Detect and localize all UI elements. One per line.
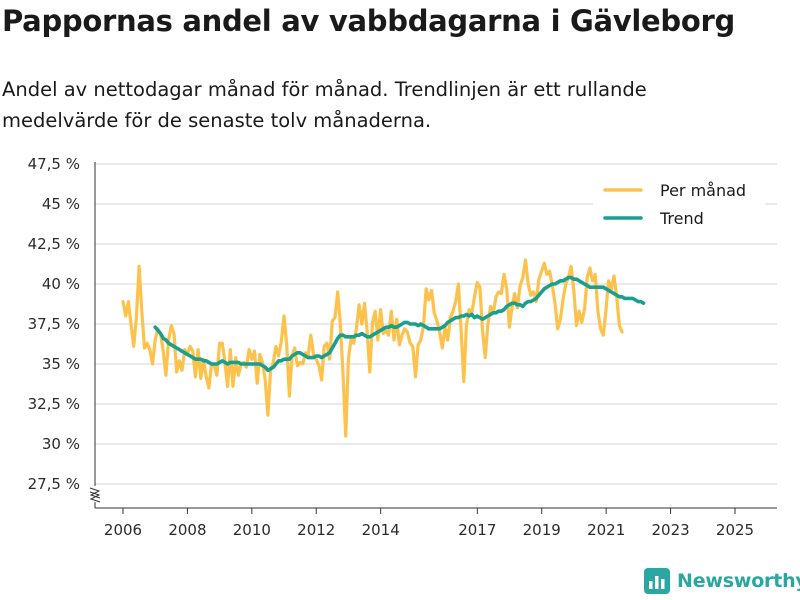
x-tick-label: 2006 (104, 521, 142, 539)
y-tick-label: 37,5 % (28, 315, 80, 333)
y-tick-label: 40 % (42, 275, 80, 293)
x-axis: 2006 2008 2010 2012 2014 2017 2019 2021 2023 2025 (95, 507, 777, 539)
legend-background (593, 174, 765, 236)
y-tick-label: 47,5 % (28, 155, 80, 173)
x-tick-label: 2019 (523, 521, 561, 539)
axis-break-icon (89, 491, 101, 503)
x-tick-label: 2023 (651, 521, 689, 539)
y-tick-label: 42,5 % (28, 235, 80, 253)
x-tick-label: 2012 (297, 521, 335, 539)
chart-subtitle: Andel av nettodagar månad för månad. Tre… (2, 78, 647, 132)
brand-name: Newsworthy (677, 570, 800, 592)
line-chart: 27,5 % 30 % 32,5 % 35 % 37,5 % 40 % 42,5 % 45 %… (28, 155, 777, 539)
brand-logo: Newsworthy (644, 568, 800, 594)
chart-legend: Per månad Trend (593, 174, 765, 236)
x-tick-label: 2021 (587, 521, 625, 539)
monthly-series-line (121, 258, 624, 438)
x-tick-label: 2017 (458, 521, 496, 539)
chart-title: Pappornas andel av vabbdagarna i Gävlebo… (2, 4, 735, 38)
trend-series-line (153, 275, 646, 373)
x-tick-label: 2008 (168, 521, 206, 539)
legend-label-monthly: Per månad (660, 181, 746, 200)
chart-series (121, 258, 646, 438)
x-tick-label: 2014 (362, 521, 400, 539)
y-tick-label: 45 % (42, 195, 80, 213)
x-tick-label: 2025 (716, 521, 754, 539)
legend-label-trend: Trend (659, 209, 704, 228)
y-tick-label: 30 % (42, 435, 80, 453)
gridlines (95, 163, 777, 485)
y-tick-label: 27,5 % (28, 475, 80, 493)
x-tick-label: 2010 (233, 521, 271, 539)
bar-chart-logo-icon (644, 568, 670, 594)
y-axis: 27,5 % 30 % 32,5 % 35 % 37,5 % 40 % 42,5 % 45 %… (28, 155, 101, 508)
y-tick-label: 35 % (42, 355, 80, 373)
y-tick-label: 32,5 % (28, 395, 80, 413)
